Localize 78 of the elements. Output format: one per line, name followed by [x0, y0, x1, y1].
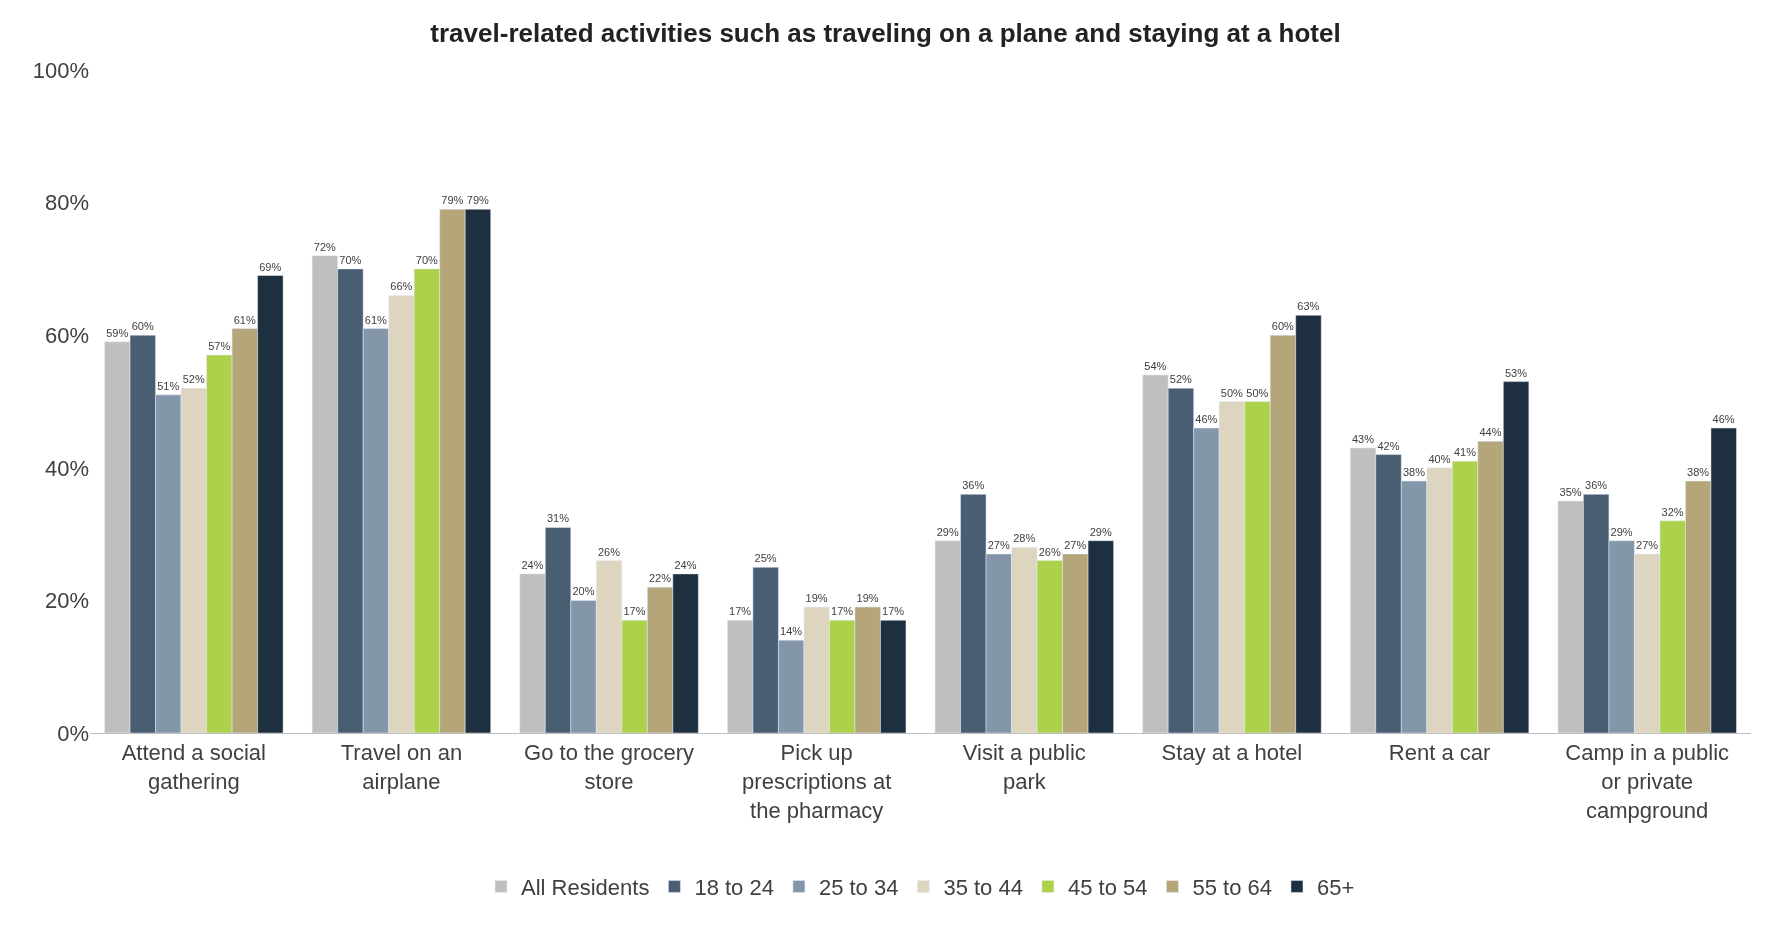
data-label: 14%	[780, 625, 803, 638]
legend-label: All Residents	[521, 874, 650, 900]
y-tick-label: 60%	[44, 322, 89, 348]
x-tick-label: Camp in a public or private campground	[1565, 740, 1730, 823]
data-label: 27%	[1636, 538, 1659, 551]
data-label: 17%	[729, 605, 752, 618]
data-label: 51%	[157, 379, 180, 392]
data-label: 17%	[882, 605, 905, 618]
data-label: 32%	[1661, 505, 1684, 518]
data-label: 50%	[1246, 386, 1269, 399]
x-tick-label: Attend a social gathering	[121, 740, 266, 794]
data-label: 54%	[1144, 359, 1167, 372]
data-label: 70%	[339, 253, 362, 266]
data-label: 69%	[259, 260, 282, 273]
data-label: 60%	[1271, 320, 1295, 333]
data-label: 44%	[1479, 426, 1502, 439]
data-label: 27%	[987, 538, 1010, 551]
data-label: 57%	[208, 340, 231, 353]
data-label: 53%	[1504, 366, 1528, 379]
data-label: 19%	[805, 592, 828, 605]
data-label: 46%	[1195, 413, 1218, 426]
data-label: 24%	[674, 558, 697, 571]
data-label: 38%	[1402, 466, 1426, 479]
data-label: 61%	[364, 313, 388, 326]
data-label: 20%	[572, 585, 595, 598]
y-tick-label: 40%	[44, 455, 89, 481]
legend-label: 45 to 54	[1067, 874, 1148, 900]
data-label: 60%	[131, 320, 154, 333]
x-tick-label: Stay at a hotel	[1161, 740, 1303, 766]
x-tick-label: Visit a public park	[962, 740, 1086, 794]
data-label: 61%	[233, 313, 256, 326]
data-label: 46%	[1712, 413, 1735, 426]
data-label: 59%	[106, 326, 129, 339]
data-label: 25%	[754, 552, 777, 565]
data-label: 35%	[1559, 485, 1582, 498]
data-label: 31%	[546, 512, 570, 525]
data-label: 17%	[623, 605, 646, 618]
data-label: 28%	[1013, 532, 1036, 545]
data-label: 63%	[1297, 300, 1320, 313]
x-tick-label: Travel on an airplane	[340, 740, 463, 794]
data-label: 29%	[1610, 525, 1633, 538]
x-tick-label: Rent a car	[1388, 740, 1491, 766]
data-label: 22%	[648, 572, 672, 585]
data-label: 43%	[1351, 432, 1375, 445]
data-label: 36%	[1585, 479, 1608, 492]
data-label: 52%	[182, 373, 205, 386]
data-label: 79%	[466, 194, 490, 207]
data-label: 26%	[597, 545, 621, 558]
y-tick-label: 80%	[44, 190, 89, 216]
data-label: 50%	[1220, 386, 1244, 399]
legend-label: 55 to 64	[1192, 874, 1272, 900]
legend-label: 18 to 24	[694, 874, 774, 900]
data-label: 52%	[1169, 373, 1193, 386]
data-label: 70%	[415, 253, 439, 266]
data-label: 29%	[1089, 525, 1112, 538]
data-label: 26%	[1038, 545, 1061, 558]
data-label: 24%	[521, 558, 544, 571]
data-label: 40%	[1428, 452, 1451, 465]
chart-title: travel-related activities such as traveling on a plane and staying at a hotel	[430, 17, 1341, 48]
data-label: 72%	[313, 240, 337, 253]
data-label: 38%	[1687, 466, 1710, 479]
legend-label: 35 to 44	[943, 874, 1023, 900]
data-label: 42%	[1377, 439, 1400, 452]
y-tick-label: 20%	[44, 588, 89, 614]
data-label: 19%	[856, 592, 879, 605]
y-tick-label: 100%	[32, 57, 89, 83]
legend-label: 25 to 34	[818, 874, 899, 900]
data-label: 27%	[1064, 538, 1087, 551]
data-label: 66%	[390, 280, 413, 293]
data-label: 79%	[441, 194, 464, 207]
x-tick-label: Go to the grocery store	[524, 740, 695, 794]
y-tick-label: 0%	[57, 720, 89, 746]
x-tick-label: Pick up prescriptions at the pharmacy	[742, 740, 892, 823]
data-label: 41%	[1453, 446, 1477, 459]
data-label: 17%	[831, 605, 854, 618]
data-label: 36%	[962, 479, 985, 492]
legend-label: 65+	[1316, 874, 1355, 900]
data-label: 29%	[936, 525, 959, 538]
